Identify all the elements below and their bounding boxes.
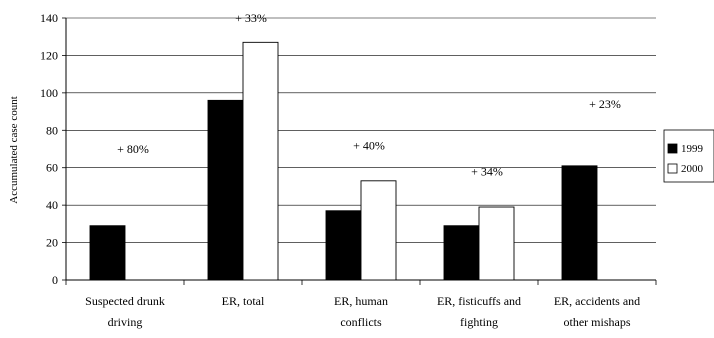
bar-2000 — [478, 206, 515, 281]
y-tick-label: 20 — [46, 236, 58, 250]
legend-label-1999: 1999 — [681, 143, 704, 155]
x-category-label: ER, human conflicts — [334, 294, 388, 329]
y-tick-label: 0 — [52, 273, 58, 287]
x-category-label: ER, accidents and other mishaps — [554, 294, 640, 329]
bar-2000 — [360, 180, 397, 281]
y-tick-label: 120 — [40, 48, 58, 62]
legend-swatch-2000 — [667, 163, 678, 174]
bar-1999 — [207, 99, 244, 281]
y-axis-label: Accumulated case count — [8, 96, 20, 204]
percent-change-label: + 80% — [117, 142, 149, 156]
x-category-label: ER, fisticuffs and fighting — [437, 294, 521, 329]
bars — [89, 41, 598, 281]
percent-change-label: + 34% — [471, 164, 503, 178]
bar-1999 — [443, 225, 480, 281]
bar-1999 — [325, 210, 362, 281]
legend-swatch-1999 — [667, 143, 678, 154]
y-tick-labels: 0 20 40 60 80 100 120 140 — [40, 11, 58, 287]
gridlines — [66, 17, 656, 243]
percent-change-label: + 23% — [589, 97, 621, 111]
y-tick-label: 80 — [46, 123, 58, 137]
bar-1999 — [89, 225, 126, 281]
y-tick-label: 40 — [46, 198, 58, 212]
legend: 1999 2000 — [663, 129, 714, 183]
legend-label-2000: 2000 — [681, 163, 704, 175]
x-category-label: ER, total — [222, 294, 265, 308]
y-tick-label: 100 — [40, 86, 58, 100]
x-category-label: Suspected drunk driving — [85, 294, 165, 329]
percent-change-label: + 33% — [235, 11, 267, 25]
y-tick-label: 140 — [40, 11, 58, 25]
y-tick-label: 60 — [46, 161, 58, 175]
percent-change-label: + 40% — [353, 138, 385, 152]
category-labels: Suspected drunk driving ER, total ER, human… — [85, 294, 640, 329]
bar-1999 — [561, 165, 598, 281]
annotations: + 80% + 33% + 40% + 34% + 23% — [117, 11, 621, 178]
bar-2000 — [242, 41, 279, 281]
